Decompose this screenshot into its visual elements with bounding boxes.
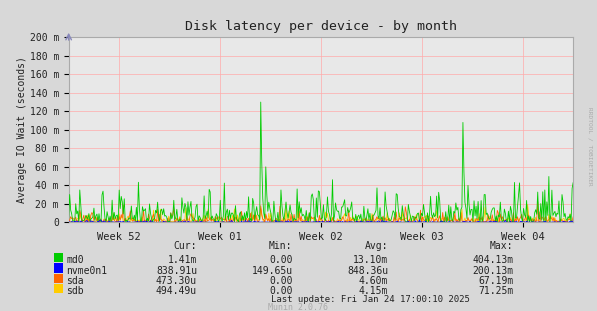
Text: 149.65u: 149.65u — [251, 266, 293, 276]
Text: 71.25m: 71.25m — [478, 286, 513, 296]
Text: sda: sda — [66, 276, 84, 286]
Text: sdb: sdb — [66, 286, 84, 296]
Text: RRDTOOL / TOBIOETIKER: RRDTOOL / TOBIOETIKER — [588, 107, 593, 186]
Text: md0: md0 — [66, 255, 84, 265]
Text: 67.19m: 67.19m — [478, 276, 513, 286]
Title: Disk latency per device - by month: Disk latency per device - by month — [185, 21, 457, 33]
Text: Avg:: Avg: — [365, 241, 388, 251]
Text: Max:: Max: — [490, 241, 513, 251]
Text: 404.13m: 404.13m — [472, 255, 513, 265]
Text: 0.00: 0.00 — [269, 286, 293, 296]
Text: 1.41m: 1.41m — [168, 255, 197, 265]
Text: 0.00: 0.00 — [269, 255, 293, 265]
Text: Min:: Min: — [269, 241, 293, 251]
Text: 473.30u: 473.30u — [156, 276, 197, 286]
Text: 838.91u: 838.91u — [156, 266, 197, 276]
Text: 494.49u: 494.49u — [156, 286, 197, 296]
Text: 200.13m: 200.13m — [472, 266, 513, 276]
Text: Munin 2.0.76: Munin 2.0.76 — [269, 303, 328, 311]
Text: Cur:: Cur: — [174, 241, 197, 251]
Y-axis label: Average IO Wait (seconds): Average IO Wait (seconds) — [17, 56, 27, 203]
Text: 4.60m: 4.60m — [359, 276, 388, 286]
Text: Last update: Fri Jan 24 17:00:10 2025: Last update: Fri Jan 24 17:00:10 2025 — [270, 295, 470, 304]
Text: 0.00: 0.00 — [269, 276, 293, 286]
Text: 4.15m: 4.15m — [359, 286, 388, 296]
Text: 848.36u: 848.36u — [347, 266, 388, 276]
Text: 13.10m: 13.10m — [353, 255, 388, 265]
Text: nvme0n1: nvme0n1 — [66, 266, 107, 276]
